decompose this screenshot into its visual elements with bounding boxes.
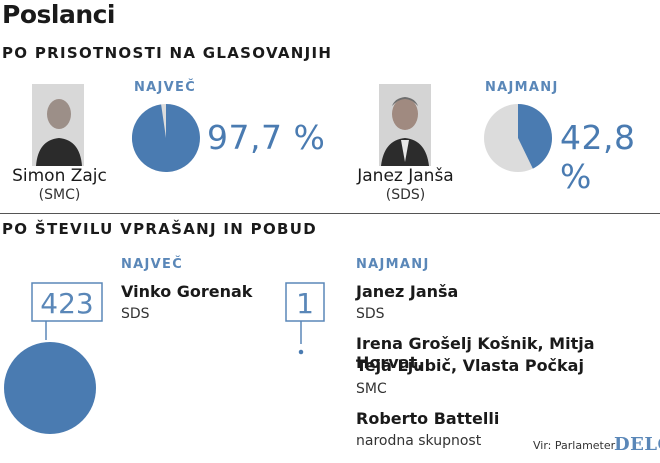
most-questions-party: SDS <box>121 306 150 322</box>
bubble-least-questions: 1 <box>285 282 325 355</box>
least-questions-name-1: Janez Janša <box>356 282 459 301</box>
pie-most-attendance <box>131 104 200 172</box>
attendance-heading: PO PRISOTNOSTI NA GLASOVANJIH <box>2 44 333 62</box>
most-attendance-label: NAJVEČ <box>134 80 197 95</box>
count-circle <box>298 349 304 355</box>
person-silhouette-icon <box>379 84 431 166</box>
source-note: Vir: Parlameter <box>533 439 616 452</box>
questions-heading: PO ŠTEVILU VPRAŠANJ IN POBUD <box>2 220 317 238</box>
least-attendance-name: Janez Janša <box>357 166 454 186</box>
most-questions-count: 423 <box>40 287 93 320</box>
pie-slice-value <box>131 104 200 172</box>
most-attendance-name: Simon Zajc <box>12 166 107 186</box>
least-attendance-value: 42,8 % <box>560 118 636 196</box>
section-divider <box>0 213 660 214</box>
most-questions-label: NAJVEČ <box>121 257 184 272</box>
pie-slice-value <box>518 104 552 169</box>
least-questions-party-3: narodna skupnost <box>356 433 482 449</box>
least-questions-count: 1 <box>296 287 314 320</box>
most-questions-name: Vinko Gorenak <box>121 282 253 301</box>
most-attendance-value: 97,7 % <box>207 118 326 157</box>
photo-janez-jansa <box>379 84 431 166</box>
pie-least-attendance <box>484 104 552 172</box>
page-title: Poslanci <box>2 0 116 29</box>
least-attendance-label: NAJMANJ <box>485 80 559 95</box>
person-silhouette-icon <box>32 84 84 166</box>
count-circle <box>4 342 96 434</box>
least-questions-party-2: SMC <box>356 381 387 397</box>
least-questions-label: NAJMANJ <box>356 257 430 272</box>
least-questions-name-3: Roberto Battelli <box>356 409 500 428</box>
bubble-most-questions: 423 <box>4 282 103 434</box>
delo-logo: DELO <box>614 434 660 455</box>
photo-simon-zajc <box>32 84 84 166</box>
most-attendance-party: (SMC) <box>38 187 81 203</box>
least-questions-name-2a: Irena Grošelj Košnik, Mitja Horvat, <box>356 334 595 372</box>
least-questions-party-1: SDS <box>356 306 385 322</box>
least-questions-name-2b: Teja Ljubič, Vlasta Počkaj <box>356 356 584 375</box>
least-attendance-party: (SDS) <box>385 187 426 203</box>
speech-box <box>31 282 103 322</box>
speech-box <box>285 282 325 322</box>
